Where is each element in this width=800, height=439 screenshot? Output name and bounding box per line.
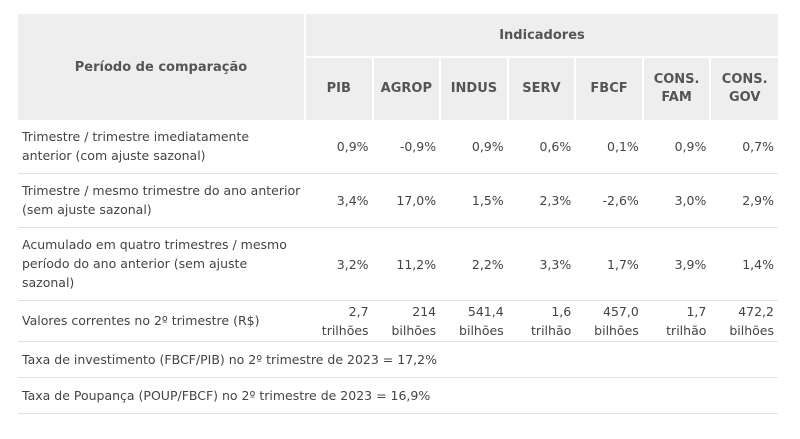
value-amount: 1,6	[551, 304, 572, 319]
value-amount: 457,0	[603, 304, 639, 319]
table-cell: 3,3%	[507, 227, 576, 301]
gdp-results-table: Período de comparação Indicadores PIB AG…	[18, 14, 778, 414]
table-cell: 457,0 bilhões	[575, 300, 643, 342]
table-cell: 1,4%	[710, 227, 778, 301]
value-unit: bilhões	[594, 323, 639, 338]
investment-rate-note: Taxa de investimento (FBCF/PIB) no 2º tr…	[18, 341, 778, 378]
table-cell: 2,7 trilhões	[305, 300, 373, 342]
indicator-header-serv: SERV	[507, 57, 577, 120]
value-unit: bilhões	[391, 323, 437, 338]
value-amount: 214	[412, 304, 437, 319]
table-cell: 2,2%	[440, 227, 508, 301]
value-amount: 541,4	[467, 304, 504, 319]
table-cell: 0,9%	[440, 120, 508, 174]
table-cell: 1,5%	[440, 173, 508, 228]
table-row: Trimestre / mesmo trimestre do ano anter…	[18, 173, 778, 228]
table-cell: 3,0%	[642, 173, 711, 228]
period-column-header: Período de comparação	[18, 14, 306, 120]
row-label: Acumulado em quatro trimestres / mesmo p…	[18, 227, 305, 301]
indicator-header-indus: INDUS	[440, 57, 509, 120]
value-unit: bilhões	[729, 323, 774, 338]
table-row: Trimestre / trimestre imediatamente ante…	[18, 120, 778, 174]
table-cell: 3,4%	[305, 173, 373, 228]
table-cell: 214 bilhões	[372, 300, 441, 342]
savings-rate-note: Taxa de Poupança (POUP/FBCF) no 2º trime…	[18, 377, 778, 414]
table-cell: 3,2%	[305, 227, 373, 301]
table-cell: 0,9%	[305, 120, 373, 174]
value-amount: 472,2	[738, 304, 774, 319]
value-amount: 2,7	[348, 304, 369, 319]
table-cell: -0,9%	[372, 120, 441, 174]
value-unit: trilhão	[531, 323, 572, 338]
table-cell: 3,9%	[642, 227, 711, 301]
value-unit: trilhão	[666, 323, 707, 338]
table-cell: 541,4 bilhões	[440, 300, 508, 342]
table-cell: 17,0%	[372, 173, 441, 228]
indicators-group-header: Indicadores	[305, 14, 778, 58]
indicator-header-cons-gov: CONS. GOV	[710, 57, 778, 120]
table-row: Taxa de investimento (FBCF/PIB) no 2º tr…	[18, 341, 778, 378]
indicator-header-fbcf: FBCF	[575, 57, 644, 120]
table-cell: -2,6%	[575, 173, 643, 228]
table-cell: 2,3%	[507, 173, 576, 228]
table-cell: 0,9%	[642, 120, 711, 174]
row-label: Trimestre / trimestre imediatamente ante…	[18, 120, 305, 174]
table-cell: 2,9%	[710, 173, 778, 228]
value-unit: bilhões	[459, 323, 504, 338]
row-label: Valores correntes no 2º trimestre (R$)	[18, 300, 305, 342]
table-cell: 0,7%	[710, 120, 778, 174]
indicator-header-pib: PIB	[305, 57, 374, 120]
row-label: Trimestre / mesmo trimestre do ano anter…	[18, 173, 305, 228]
gdp-results-table-container: Período de comparação Indicadores PIB AG…	[18, 14, 778, 414]
table-cell: 11,2%	[372, 227, 441, 301]
table-cell: 0,6%	[507, 120, 576, 174]
indicator-header-agrop: AGROP	[372, 57, 442, 120]
table-cell: 1,7%	[575, 227, 643, 301]
table-cell: 1,6 trilhão	[507, 300, 576, 342]
table-row: Taxa de Poupança (POUP/FBCF) no 2º trime…	[18, 377, 778, 414]
value-unit: trilhões	[321, 323, 369, 338]
table-cell: 472,2 bilhões	[710, 300, 778, 342]
table-cell: 1,7 trilhão	[642, 300, 711, 342]
value-amount: 1,7	[686, 304, 707, 319]
table-row: Acumulado em quatro trimestres / mesmo p…	[18, 227, 778, 301]
table-row: Valores correntes no 2º trimestre (R$) 2…	[18, 300, 778, 342]
table-cell: 0,1%	[575, 120, 643, 174]
indicator-header-cons-fam: CONS. FAM	[642, 57, 712, 120]
